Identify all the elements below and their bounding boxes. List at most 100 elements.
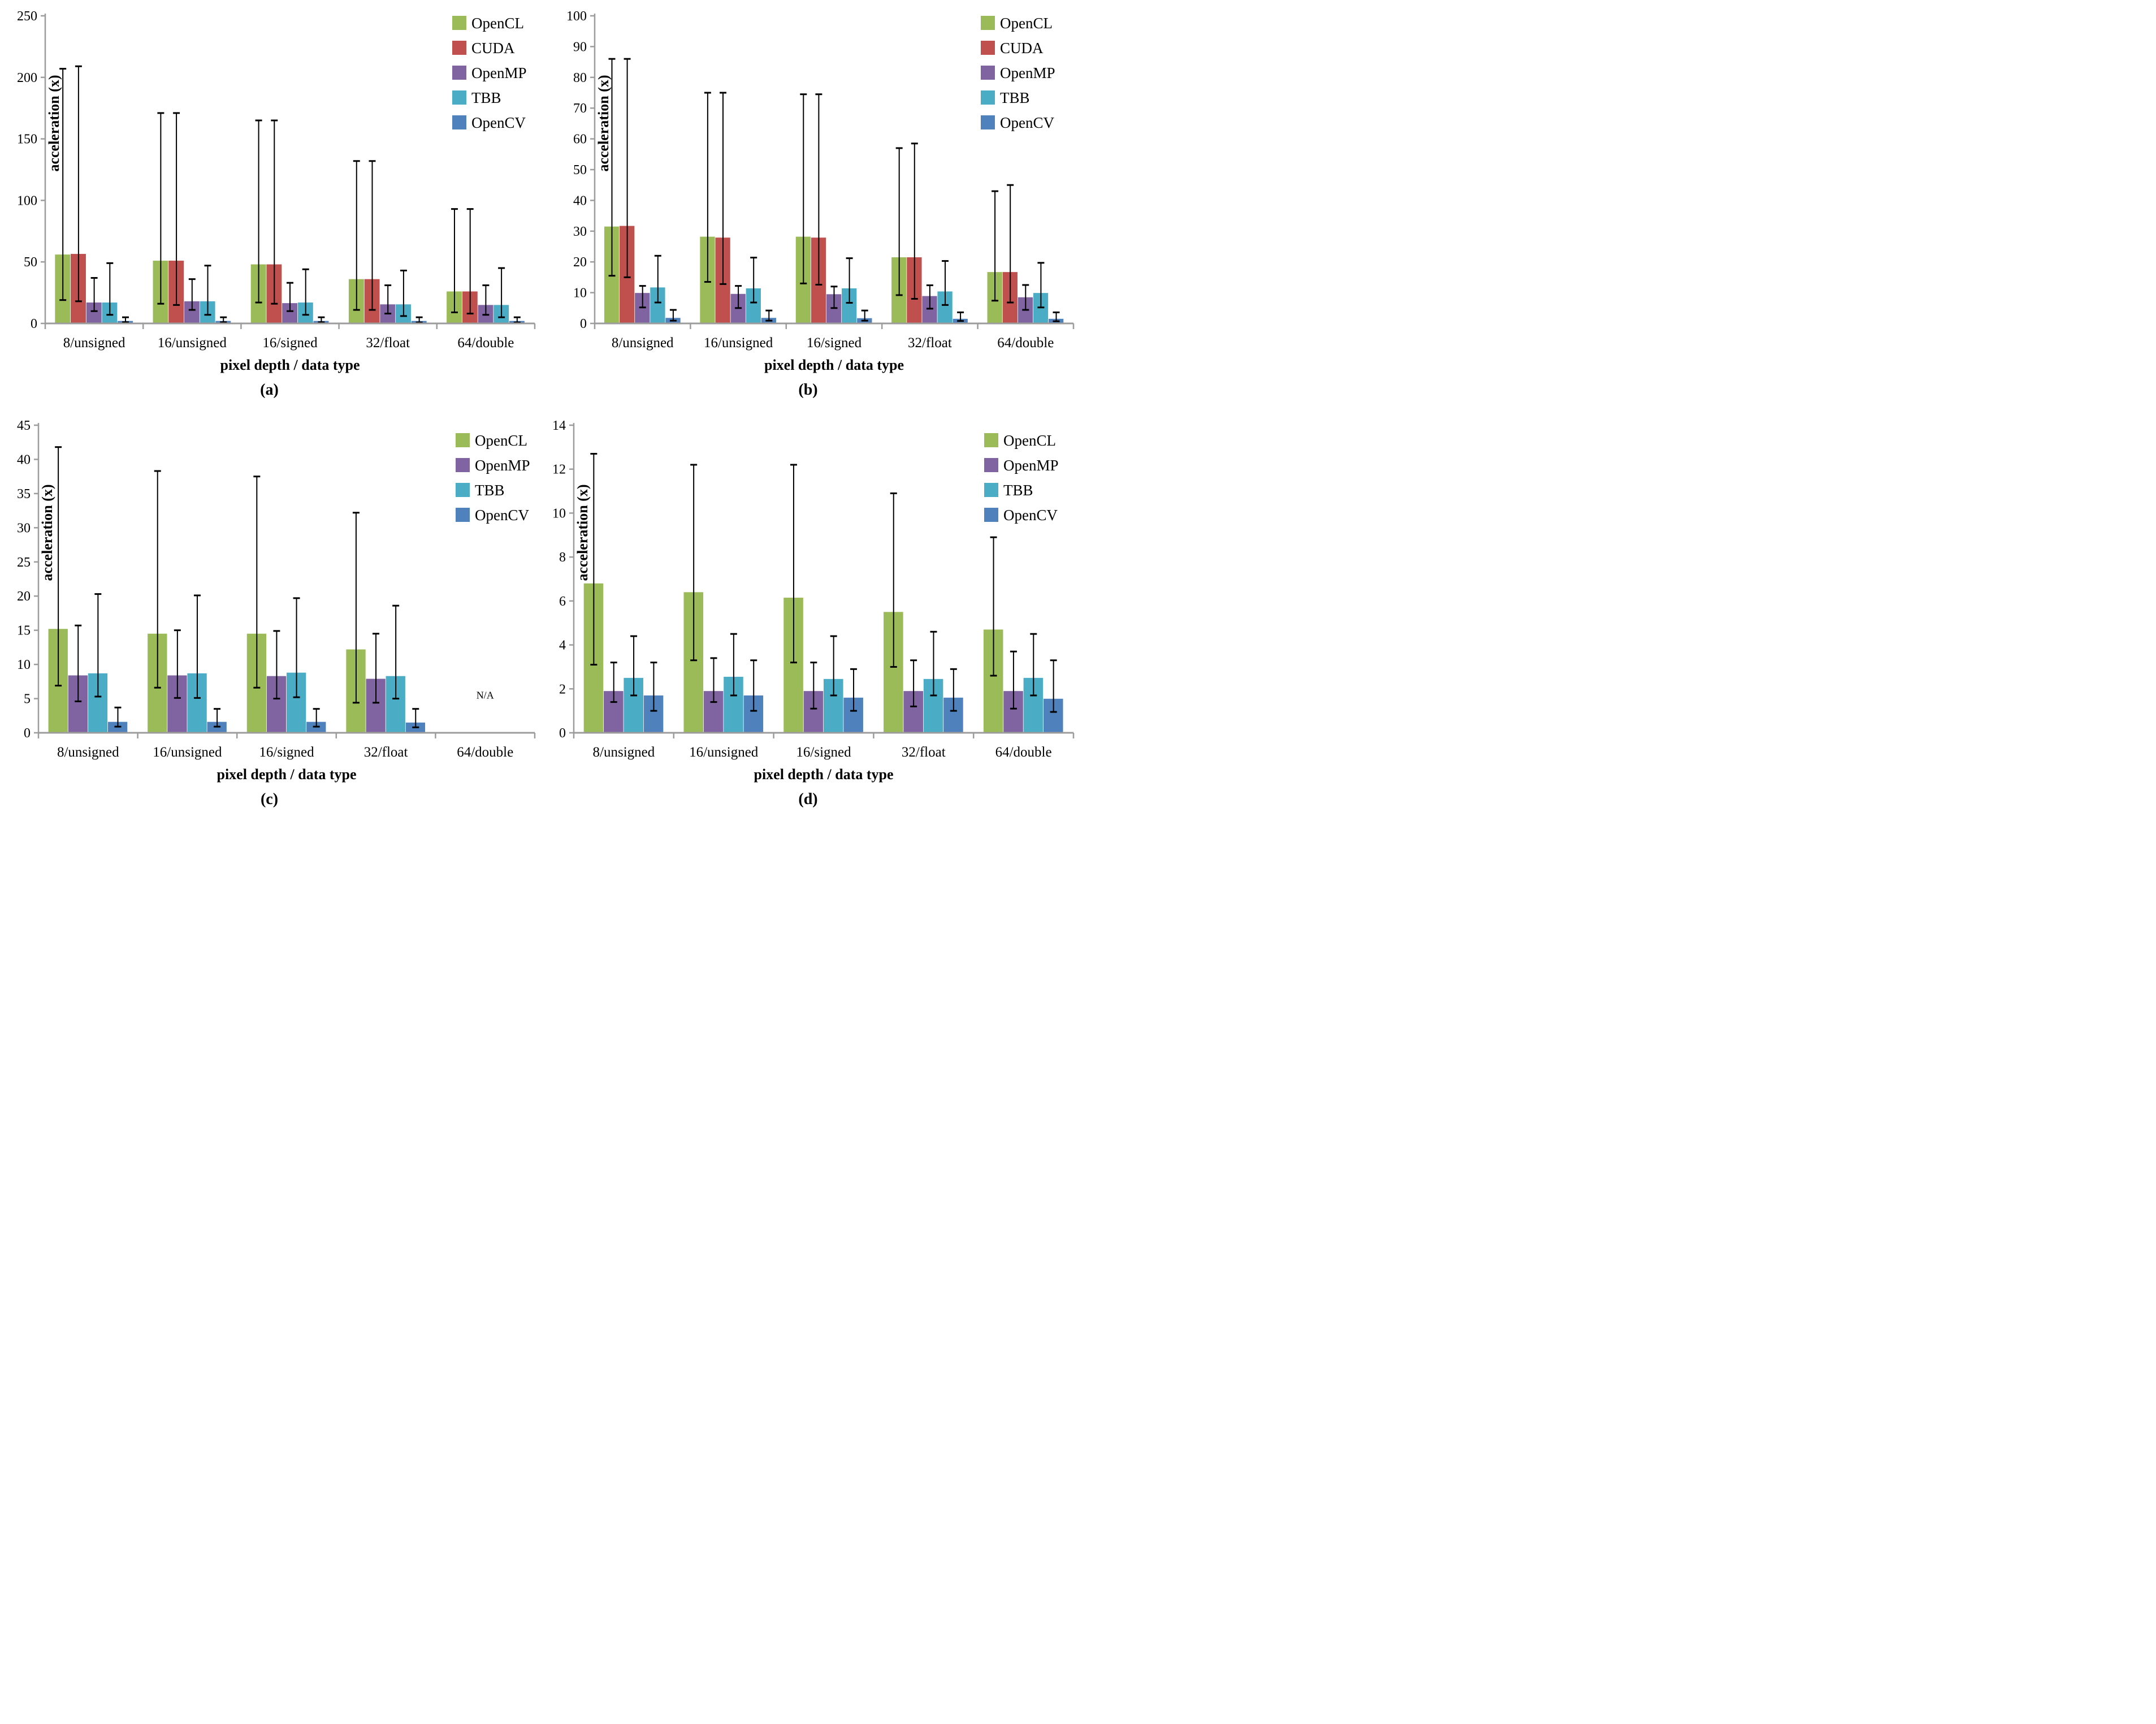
x-axis-title: pixel depth / data type bbox=[217, 766, 356, 783]
y-tick-label: 90 bbox=[573, 40, 587, 54]
y-tick-label: 10 bbox=[552, 506, 566, 521]
y-tick-label: 35 bbox=[17, 487, 31, 502]
legend-label-OpenMP: OpenMP bbox=[475, 457, 530, 474]
legend-label-OpenCL: OpenCL bbox=[1003, 432, 1056, 449]
y-tick-label: 25 bbox=[17, 555, 31, 570]
x-category-label: 32/float bbox=[364, 745, 408, 760]
legend-label-OpenMP: OpenMP bbox=[1003, 457, 1059, 474]
y-tick-label: 0 bbox=[559, 726, 566, 741]
x-category-label: 8/unsigned bbox=[57, 745, 119, 760]
legend-swatch-TBB bbox=[456, 483, 470, 497]
y-tick-label: 60 bbox=[573, 132, 587, 147]
panel-d: 0 2 4 6 8 10 12 14 acceleration (x) 8/unsigned 16/… bbox=[539, 412, 1077, 821]
y-tick-label: 15 bbox=[17, 624, 31, 638]
legend-label-TBB: TBB bbox=[1003, 482, 1033, 499]
y-tick-label: 40 bbox=[17, 452, 31, 467]
panel-c: 0 5 10 15 20 25 30 35 40 45 acceleration (x) 8/unsi… bbox=[0, 412, 539, 821]
annotation-na: N/A bbox=[477, 690, 494, 701]
legend-swatch-OpenCV bbox=[452, 115, 466, 129]
chart-c-svg: 0 5 10 15 20 25 30 35 40 45 acceleration (x) 8/unsi… bbox=[17, 418, 536, 783]
chart-b-svg: 0 10 20 30 40 50 60 70 80 90 100 acceleration (x) 8/… bbox=[566, 9, 1075, 373]
y-axis-title: acceleration (x) bbox=[595, 75, 612, 171]
x-category-label: 64/double bbox=[457, 335, 514, 351]
y-tick-label: 8 bbox=[559, 550, 566, 565]
y-axis-title: acceleration (x) bbox=[39, 484, 55, 581]
y-tick-label: 0 bbox=[24, 726, 31, 741]
y-tick-label: 20 bbox=[573, 255, 587, 270]
x-category-label: 16/signed bbox=[262, 335, 318, 351]
caption-b: (b) bbox=[798, 381, 818, 399]
legend-swatch-OpenCL bbox=[456, 433, 470, 447]
y-tick-label: 200 bbox=[17, 71, 37, 85]
x-category-label: 32/float bbox=[902, 745, 946, 760]
legend-swatch-OpenMP bbox=[452, 66, 466, 80]
legend-swatch-OpenMP bbox=[981, 66, 995, 80]
x-axis-title: pixel depth / data type bbox=[764, 357, 904, 373]
legend-swatch-OpenCV bbox=[981, 115, 995, 129]
legend-label-CUDA: CUDA bbox=[471, 40, 515, 57]
legend-swatch-TBB bbox=[452, 90, 466, 105]
y-tick-label: 0 bbox=[31, 317, 37, 331]
y-tick-label: 0 bbox=[580, 317, 587, 331]
legend-swatch-OpenCL bbox=[984, 433, 998, 447]
legend-swatch-OpenMP bbox=[456, 458, 470, 472]
y-tick-label: 70 bbox=[573, 101, 587, 116]
legend-label-OpenCV: OpenCV bbox=[471, 114, 526, 131]
y-tick-label: 2 bbox=[559, 682, 566, 697]
chart-a-svg: 0 50 100 150 200 250 acceleration (x) 8/unsigne… bbox=[17, 9, 536, 373]
x-axis-title: pixel depth / data type bbox=[754, 766, 893, 783]
x-category-label: 16/unsigned bbox=[153, 745, 222, 760]
legend-label-OpenCV: OpenCV bbox=[1003, 507, 1058, 524]
panel-a: 0 50 100 150 200 250 acceleration (x) 8/unsigne… bbox=[0, 2, 539, 412]
legend-label-OpenCV: OpenCV bbox=[475, 507, 529, 524]
y-axis-title: acceleration (x) bbox=[574, 484, 591, 581]
y-axis-title: acceleration (x) bbox=[46, 75, 62, 171]
y-tick-label: 12 bbox=[552, 463, 566, 477]
legend-swatch-TBB bbox=[981, 90, 995, 105]
y-tick-label: 30 bbox=[17, 521, 31, 535]
legend-swatch-OpenCL bbox=[981, 16, 995, 30]
y-tick-label: 14 bbox=[552, 418, 566, 433]
y-tick-label: 150 bbox=[17, 132, 37, 147]
x-category-label: 16/unsigned bbox=[158, 335, 227, 351]
x-category-label: 32/float bbox=[908, 335, 952, 351]
x-category-label: 8/unsigned bbox=[63, 335, 125, 351]
x-category-label: 64/double bbox=[997, 335, 1054, 351]
x-category-label: 16/unsigned bbox=[689, 745, 759, 760]
y-tick-label: 5 bbox=[24, 692, 31, 707]
y-tick-label: 45 bbox=[17, 418, 31, 433]
x-category-label: 64/double bbox=[995, 745, 1052, 760]
x-category-label: 16/signed bbox=[807, 335, 862, 351]
legend-label-OpenMP: OpenMP bbox=[471, 64, 527, 81]
legend-label-TBB: TBB bbox=[1000, 89, 1030, 106]
legend-swatch-CUDA bbox=[981, 41, 995, 55]
caption-c: (c) bbox=[260, 790, 279, 808]
legend-swatch-OpenCV bbox=[456, 508, 470, 522]
x-category-label: 16/signed bbox=[796, 745, 851, 760]
x-category-label: 16/unsigned bbox=[704, 335, 773, 351]
x-category-label: 8/unsigned bbox=[612, 335, 674, 351]
panel-b: 0 10 20 30 40 50 60 70 80 90 100 acceleration (x) 8/… bbox=[539, 2, 1077, 412]
figure-grid: 0 50 100 150 200 250 acceleration (x) 8/unsigne… bbox=[0, 0, 1078, 821]
x-category-label: 64/double bbox=[457, 745, 513, 760]
x-axis-title: pixel depth / data type bbox=[220, 357, 360, 373]
legend-swatch-OpenMP bbox=[984, 458, 998, 472]
y-tick-label: 80 bbox=[573, 71, 587, 85]
y-tick-label: 30 bbox=[573, 224, 587, 239]
legend-swatch-OpenCV bbox=[984, 508, 998, 522]
chart-d-svg: 0 2 4 6 8 10 12 14 acceleration (x) 8/unsigned 16/… bbox=[552, 418, 1075, 783]
y-tick-label: 100 bbox=[566, 9, 587, 24]
legend-label-TBB: TBB bbox=[471, 89, 501, 106]
y-tick-label: 4 bbox=[559, 638, 566, 653]
y-tick-label: 10 bbox=[573, 286, 587, 301]
legend-swatch-OpenCL bbox=[452, 16, 466, 30]
legend-label-OpenCV: OpenCV bbox=[1000, 114, 1054, 131]
y-tick-label: 250 bbox=[17, 9, 37, 24]
legend-label-TBB: TBB bbox=[475, 482, 505, 499]
y-tick-label: 100 bbox=[17, 193, 37, 208]
x-category-label: 32/float bbox=[366, 335, 410, 351]
legend-swatch-TBB bbox=[984, 483, 998, 497]
legend-label-OpenCL: OpenCL bbox=[475, 432, 527, 449]
legend-label-OpenCL: OpenCL bbox=[1000, 15, 1053, 32]
y-tick-label: 40 bbox=[573, 193, 587, 208]
